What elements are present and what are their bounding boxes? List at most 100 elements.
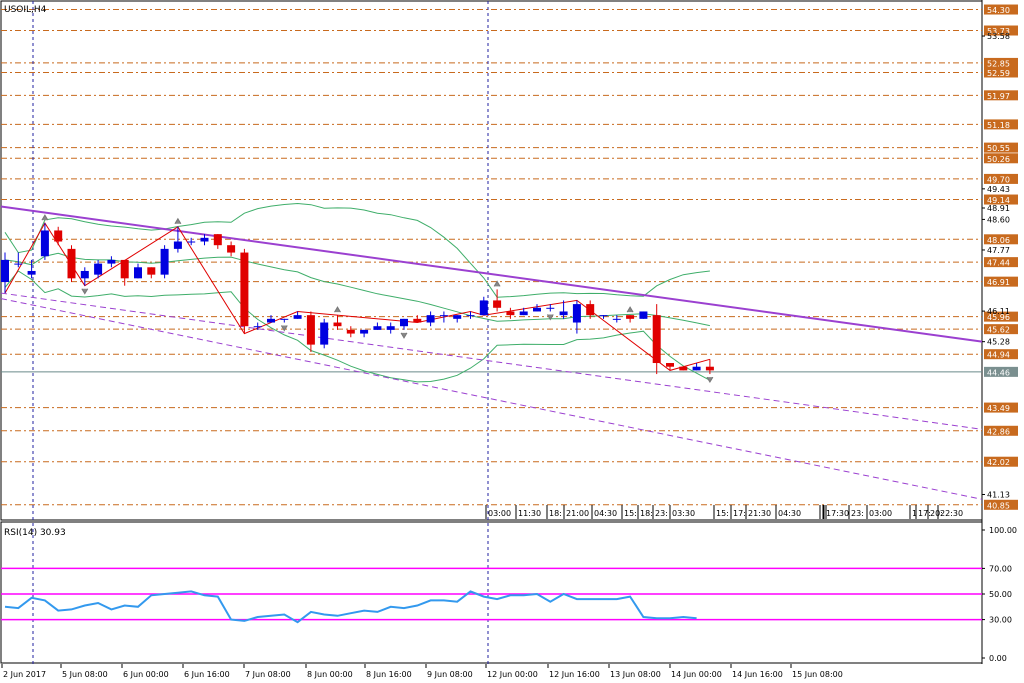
candle[interactable] <box>94 259 103 279</box>
candle-body[interactable] <box>120 259 129 279</box>
candle[interactable] <box>493 289 502 312</box>
candle[interactable] <box>519 307 528 316</box>
candle[interactable] <box>439 311 448 323</box>
candle[interactable] <box>320 318 329 349</box>
candle-body[interactable] <box>200 237 209 242</box>
candle-body[interactable] <box>213 234 222 246</box>
candle[interactable] <box>54 226 63 246</box>
candle-body[interactable] <box>267 318 275 323</box>
candle-body[interactable] <box>134 267 142 279</box>
candle-body[interactable] <box>493 300 502 308</box>
candle[interactable] <box>306 311 315 352</box>
candle[interactable] <box>546 304 555 312</box>
candle[interactable] <box>187 237 196 246</box>
rsi-panel[interactable] <box>0 521 983 664</box>
candle[interactable] <box>666 363 674 371</box>
candle-body[interactable] <box>546 307 555 309</box>
candle[interactable] <box>413 315 422 323</box>
candle-body[interactable] <box>586 304 595 316</box>
candle-body[interactable] <box>80 270 89 279</box>
candle-body[interactable] <box>572 304 581 323</box>
candle-body[interactable] <box>453 315 462 319</box>
candle-body[interactable] <box>666 363 674 367</box>
candle[interactable] <box>14 252 23 268</box>
candle[interactable] <box>40 223 49 260</box>
candle[interactable] <box>293 311 302 319</box>
candle-body[interactable] <box>506 311 515 316</box>
candle-body[interactable] <box>599 315 608 317</box>
candlesticks[interactable] <box>1 223 714 375</box>
candle-body[interactable] <box>240 252 249 327</box>
candle-body[interactable] <box>413 318 422 323</box>
candle-body[interactable] <box>626 315 635 319</box>
candle[interactable] <box>267 315 275 323</box>
candle-body[interactable] <box>386 326 395 330</box>
candle[interactable] <box>67 245 76 283</box>
candle[interactable] <box>333 315 342 330</box>
candle[interactable] <box>466 311 475 319</box>
trend-channel-lower[interactable] <box>0 298 983 500</box>
trend-channel-upper[interactable] <box>0 292 983 430</box>
candle[interactable] <box>200 234 209 246</box>
candle[interactable] <box>1 252 9 294</box>
candle[interactable] <box>639 311 648 319</box>
candle-body[interactable] <box>400 318 408 327</box>
candle[interactable] <box>612 315 621 323</box>
candle-body[interactable] <box>639 311 648 319</box>
candle-body[interactable] <box>533 307 541 312</box>
candle[interactable] <box>373 322 382 330</box>
candle[interactable] <box>626 315 635 323</box>
candle-body[interactable] <box>280 318 289 320</box>
candle-body[interactable] <box>692 366 701 371</box>
candle-body[interactable] <box>160 248 169 275</box>
candle[interactable] <box>692 363 701 371</box>
main-chart-panel[interactable] <box>0 0 983 521</box>
candle-body[interactable] <box>360 329 369 334</box>
candle-body[interactable] <box>373 326 382 330</box>
candle-body[interactable] <box>426 315 435 323</box>
candle[interactable] <box>400 318 408 330</box>
candle[interactable] <box>27 259 36 279</box>
candle[interactable] <box>253 322 262 330</box>
candle-body[interactable] <box>439 315 448 317</box>
candle-body[interactable] <box>1 259 9 283</box>
candle[interactable] <box>572 300 581 334</box>
candle-body[interactable] <box>479 300 488 316</box>
candle[interactable] <box>240 248 249 334</box>
candle[interactable] <box>147 267 156 279</box>
candle[interactable] <box>705 359 714 375</box>
candle[interactable] <box>107 256 116 268</box>
candle[interactable] <box>134 263 142 279</box>
candle[interactable] <box>426 311 435 327</box>
candle[interactable] <box>227 241 236 257</box>
candle-body[interactable] <box>466 315 475 317</box>
candle[interactable] <box>213 234 222 249</box>
candle-body[interactable] <box>679 366 688 371</box>
candle[interactable] <box>533 304 541 312</box>
candle-body[interactable] <box>333 322 342 327</box>
candle-body[interactable] <box>253 326 262 328</box>
candle-body[interactable] <box>94 263 103 275</box>
candle-body[interactable] <box>54 230 63 242</box>
candle-body[interactable] <box>40 230 49 257</box>
candle[interactable] <box>479 296 488 316</box>
candle-body[interactable] <box>293 315 302 319</box>
candle-body[interactable] <box>652 315 661 364</box>
candle-body[interactable] <box>320 322 329 345</box>
candle[interactable] <box>599 315 608 319</box>
candle-body[interactable] <box>67 248 76 279</box>
candle-body[interactable] <box>173 241 182 249</box>
candle-body[interactable] <box>346 329 355 334</box>
candle[interactable] <box>652 304 661 375</box>
candle-body[interactable] <box>147 267 156 275</box>
main-trend-line[interactable] <box>0 205 983 343</box>
candle-body[interactable] <box>27 270 36 275</box>
candle[interactable] <box>160 245 169 279</box>
candle[interactable] <box>280 318 289 323</box>
candle-body[interactable] <box>187 241 196 243</box>
candle[interactable] <box>506 307 515 319</box>
candle-body[interactable] <box>227 245 236 253</box>
candle-body[interactable] <box>14 263 23 265</box>
candle-body[interactable] <box>705 366 714 371</box>
